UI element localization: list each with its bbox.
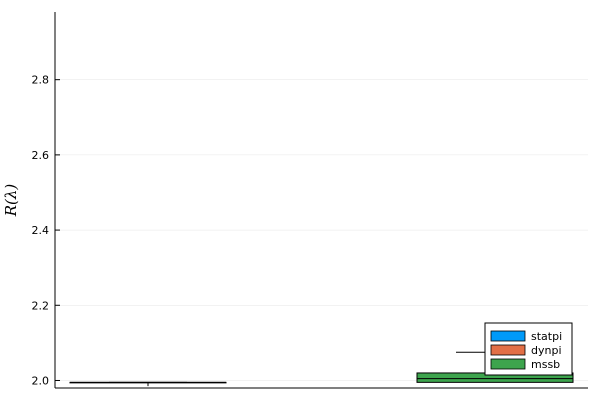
legend-swatch-dynpi [490,344,526,356]
legend-label-mssb: mssb [531,358,560,371]
legend-swatch-statpi [490,330,526,342]
y-ticks: 2.0 2.2 2.4 2.6 2.8 [32,74,60,387]
y-tick-label: 2.6 [32,149,50,162]
y-tick-label: 2.4 [32,224,50,237]
legend-swatch-mssb [490,358,526,370]
axes [54,12,588,389]
y-tick-label: 2.2 [32,299,50,312]
y-tick-label: 2.0 [32,374,50,387]
legend-label-statpi: statpi [531,330,562,343]
y-axis-label: R(λ) [2,184,20,218]
box-mssb-1 [69,381,227,387]
legend-label-dynpi: dynpi [531,344,562,357]
y-tick-label: 2.8 [32,74,50,87]
